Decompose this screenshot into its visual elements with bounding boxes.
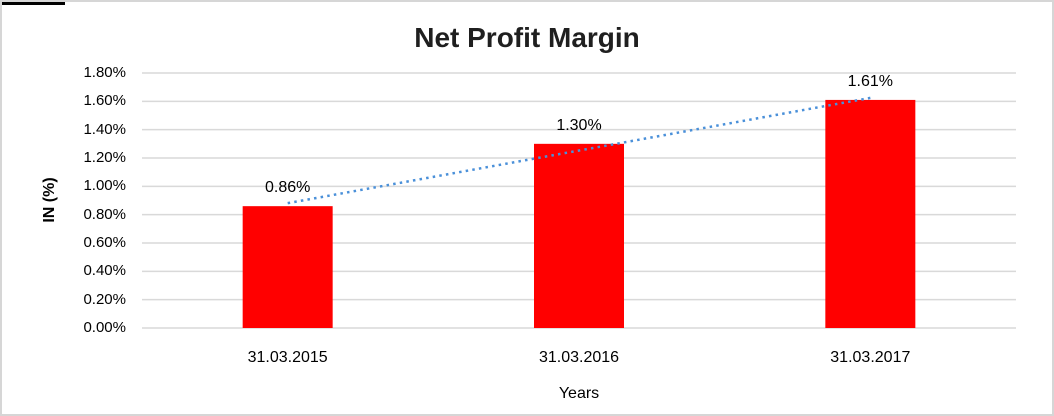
bar-data-label: 0.86% xyxy=(264,179,311,197)
y-axis-tick-label: 0.40% xyxy=(83,262,126,280)
x-axis-category-label: 31.03.2015 xyxy=(247,349,328,366)
x-axis-category-label: 31.03.2016 xyxy=(538,349,620,366)
top-left-border-accent xyxy=(2,2,65,5)
bar-31.03.2015 xyxy=(242,206,333,328)
y-axis-tick-label: 1.60% xyxy=(83,92,126,110)
y-axis-tick-label: 0.80% xyxy=(83,205,126,223)
y-axis-tick-label: 1.40% xyxy=(83,120,126,138)
y-axis-tick-label: 0.60% xyxy=(83,234,126,251)
y-axis-tick-label: 1.80% xyxy=(83,64,126,81)
trendline xyxy=(287,96,871,205)
y-axis-tick-label: 1.20% xyxy=(83,149,126,166)
chart-title: Net Profit Margin xyxy=(414,22,640,53)
y-axis-tick-label: 0.20% xyxy=(83,290,126,308)
bar-31.03.2017 xyxy=(825,99,916,329)
y-axis-tick-label: 1.00% xyxy=(83,177,126,195)
bar-data-label: 1.61% xyxy=(847,72,894,90)
bar-data-label: 1.30% xyxy=(556,116,602,134)
x-axis-title: Years xyxy=(558,385,600,402)
bar-31.03.2016 xyxy=(534,143,624,328)
y-axis-tick-label: 0.00% xyxy=(83,319,126,336)
x-axis-category-label: 31.03.2017 xyxy=(830,349,911,366)
